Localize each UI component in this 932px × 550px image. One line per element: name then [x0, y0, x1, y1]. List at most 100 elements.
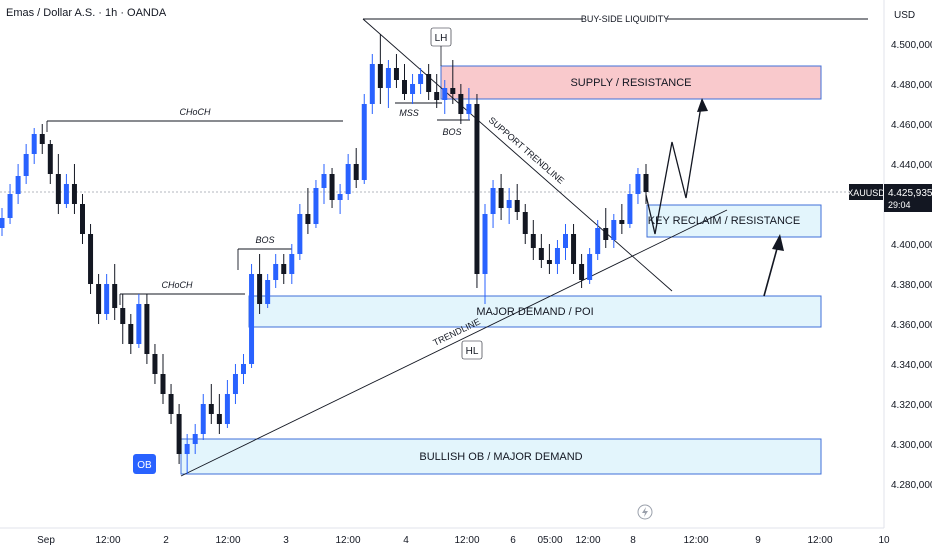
time-tick-label: 8 — [630, 535, 636, 546]
time-axis[interactable]: Sep 12:00 2 12:00 3 12:00 4 12:00 6 05:00 12:00 8 12… — [37, 535, 890, 546]
candle-down — [55, 174, 61, 204]
candle-down — [128, 324, 134, 344]
price-tag-countdown: 29:04 — [888, 200, 911, 210]
candle-up — [482, 214, 488, 274]
candle-down — [96, 284, 102, 314]
candle-down — [522, 212, 528, 234]
candle-down — [579, 264, 585, 280]
candle-down — [498, 188, 504, 208]
support-trendline-label: SUPPORT TRENDLINE — [487, 115, 566, 186]
candle-up — [224, 394, 230, 424]
major-demand-zone[interactable]: MAJOR DEMAND / POI — [248, 295, 822, 328]
ob-badge[interactable]: OB — [133, 454, 156, 474]
candle-up — [232, 374, 238, 394]
candle-down — [281, 264, 287, 274]
time-tick-label: 12:00 — [335, 535, 360, 546]
reclaim-arrowhead — [772, 234, 784, 251]
candle-down — [168, 394, 174, 414]
candle-up — [249, 274, 255, 364]
candle-up — [627, 194, 633, 224]
candle-down — [434, 92, 440, 100]
key-reclaim-zone-label: KEY RECLAIM / RESISTANCE — [648, 215, 800, 227]
bos-mid-label: BOS — [255, 235, 274, 245]
candle-up — [361, 104, 367, 180]
hl-badge[interactable]: HL — [461, 340, 483, 360]
time-tick-label: 12:00 — [215, 535, 240, 546]
lh-badge[interactable]: LH — [430, 27, 452, 47]
price-tag[interactable]: XAUUSD 4.425,935 29:04 — [847, 184, 932, 212]
rising-trendline[interactable] — [180, 209, 728, 477]
price-tick-label: 4.440,000 — [891, 160, 932, 171]
candle-up — [31, 134, 37, 154]
candle-down — [71, 184, 77, 204]
candle-down — [39, 134, 45, 144]
candle-down — [216, 414, 222, 424]
bullish-ob-zone[interactable]: BULLISH OB / MAJOR DEMAND — [180, 438, 822, 475]
candle-up — [385, 68, 391, 88]
candle-down — [546, 260, 552, 264]
lh-label: LH — [435, 33, 448, 44]
price-tick-label: 4.280,000 — [891, 480, 932, 491]
time-tick-label: 05:00 — [537, 535, 562, 546]
candle-up — [184, 444, 190, 454]
candle-down — [47, 144, 53, 174]
supply-zone-label: SUPPLY / RESISTANCE — [570, 77, 691, 89]
candle-up — [23, 154, 29, 176]
candle-down — [208, 404, 214, 414]
candle-down — [643, 174, 649, 192]
candle-down — [160, 374, 166, 394]
time-tick-label: 12:00 — [575, 535, 600, 546]
candle-up — [104, 284, 110, 314]
price-tag-symbol: XAUUSD — [847, 188, 885, 198]
price-axis[interactable]: 4.500,000 4.480,000 4.460,000 4.440,000 4.42… — [891, 40, 932, 491]
price-tick-label: 4.320,000 — [891, 400, 932, 411]
lightning-icon[interactable] — [637, 504, 653, 520]
price-tick-label: 4.480,000 — [891, 80, 932, 91]
candle-up — [200, 404, 206, 434]
hl-label: HL — [466, 346, 479, 357]
candle-up — [490, 188, 496, 214]
candle-up — [410, 84, 416, 94]
support-trendline[interactable] — [362, 18, 673, 292]
candle-up — [466, 104, 472, 114]
supply-zone[interactable]: SUPPLY / RESISTANCE — [440, 65, 822, 100]
candle-up — [345, 164, 351, 194]
price-tick-label: 4.460,000 — [891, 120, 932, 131]
projected-path — [645, 99, 703, 235]
candle-up — [563, 234, 568, 248]
candle-up — [265, 280, 271, 304]
candle-up — [442, 88, 448, 100]
candle-down — [305, 214, 311, 224]
candle-down — [144, 304, 150, 354]
price-tick-label: 4.300,000 — [891, 440, 932, 451]
candle-up — [587, 254, 593, 280]
time-tick-label: 9 — [755, 535, 761, 546]
candle-down — [88, 234, 94, 284]
key-reclaim-zone[interactable]: KEY RECLAIM / RESISTANCE — [646, 204, 822, 238]
bullish-ob-zone-label: BULLISH OB / MAJOR DEMAND — [419, 451, 582, 463]
candle-up — [611, 220, 617, 240]
mss-label: MSS — [399, 108, 419, 118]
time-tick-label: 10 — [878, 535, 890, 546]
candle-down — [152, 354, 158, 374]
reclaim-arrow-line — [763, 244, 779, 297]
buy-side-liquidity-label-bg — [583, 12, 667, 26]
candle-up — [554, 248, 560, 264]
candle-up — [297, 214, 303, 254]
candle-down — [377, 64, 383, 88]
candle-up — [7, 194, 13, 218]
candle-down — [450, 88, 456, 94]
candle-up — [418, 74, 424, 84]
candle-down — [571, 234, 577, 264]
candle-up — [369, 64, 375, 104]
candle-up — [0, 218, 5, 228]
time-tick-label: 2 — [163, 535, 169, 546]
time-tick-label: 3 — [283, 535, 289, 546]
time-tick-label: 4 — [403, 535, 409, 546]
time-tick-label: 12:00 — [807, 535, 832, 546]
candle-down — [329, 174, 335, 200]
candle-down — [474, 104, 480, 274]
candle-up — [15, 176, 21, 194]
currency-label: USD — [894, 10, 915, 21]
